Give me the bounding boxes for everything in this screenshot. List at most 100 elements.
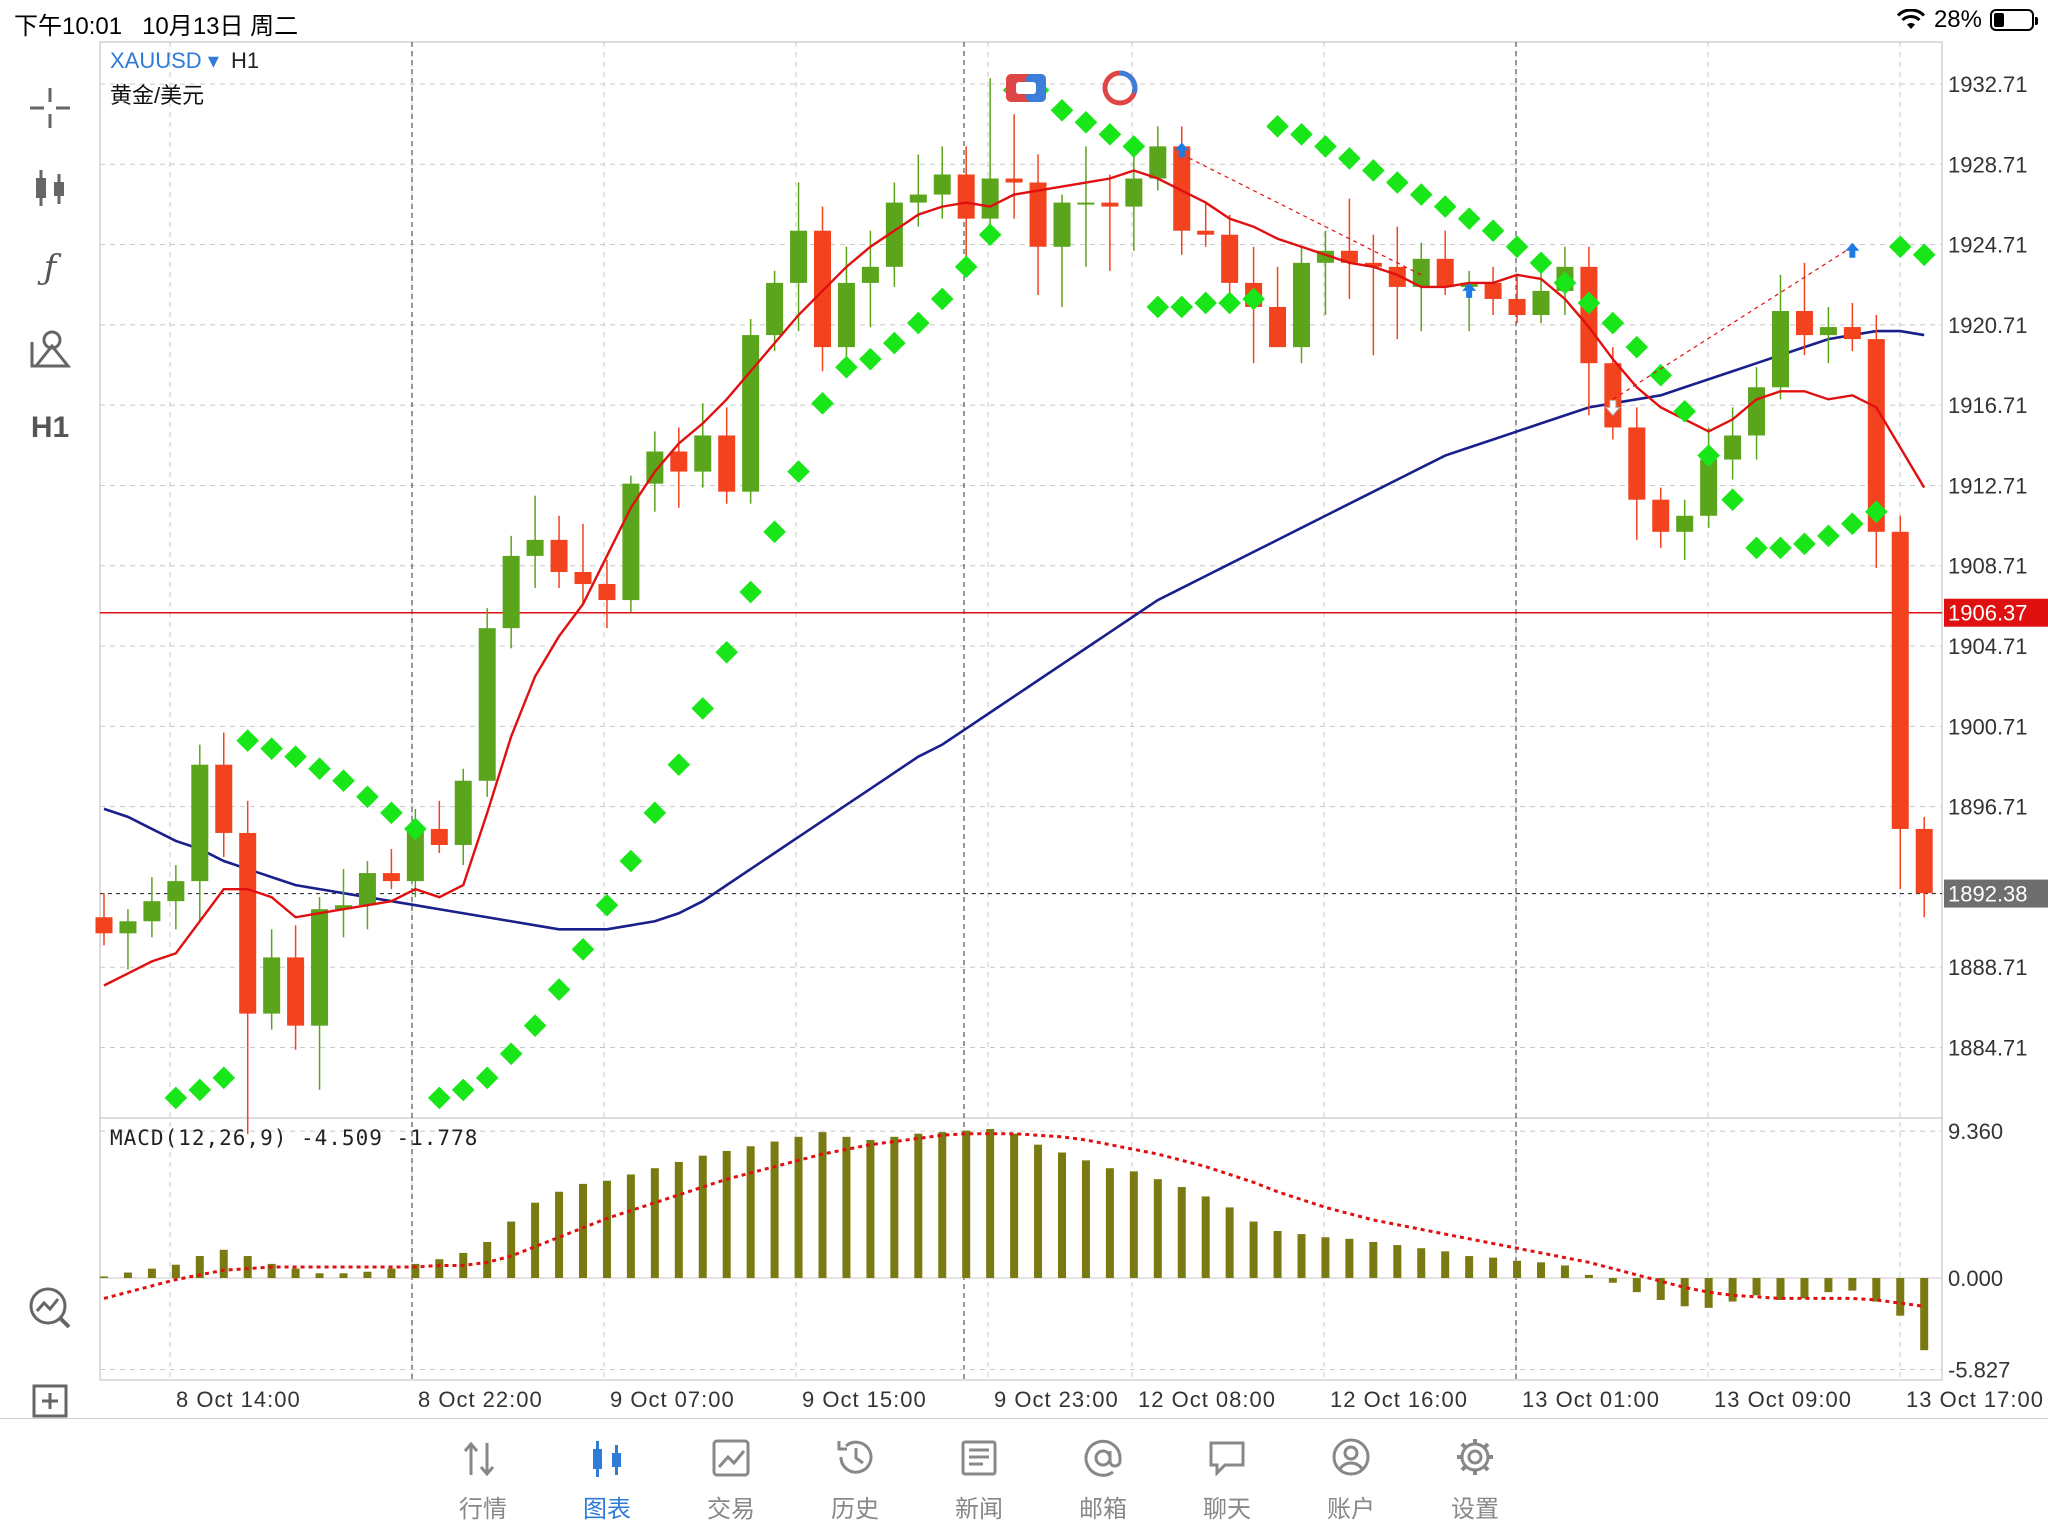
sar-point bbox=[811, 392, 834, 415]
macd-bar bbox=[483, 1241, 492, 1279]
candle-body bbox=[1891, 531, 1909, 829]
macd-bar bbox=[1393, 1245, 1402, 1279]
nav-item-4[interactable]: 新闻 bbox=[934, 1433, 1024, 1524]
sar-point bbox=[859, 347, 882, 371]
sar-point bbox=[1266, 114, 1289, 138]
candle-body bbox=[1388, 266, 1406, 287]
candle-body bbox=[167, 881, 185, 902]
macd-bar bbox=[1465, 1256, 1474, 1279]
sar-point bbox=[1074, 110, 1098, 134]
sar-point bbox=[1242, 287, 1265, 311]
macd-bar bbox=[1537, 1262, 1545, 1279]
candle bbox=[1053, 194, 1071, 307]
price-chart[interactable]: 1932.71 1928.71 1924.71 1920.71 1916.71 1912.… bbox=[0, 0, 2048, 1418]
nav-item-2[interactable]: 交易 bbox=[686, 1433, 776, 1524]
indicator-window-icon[interactable] bbox=[22, 1280, 78, 1336]
macd-bar bbox=[1177, 1187, 1186, 1279]
candle bbox=[1364, 234, 1382, 356]
candle-body bbox=[861, 266, 879, 283]
macd-bar bbox=[1489, 1257, 1498, 1279]
trade-connector bbox=[1612, 246, 1853, 400]
symbol-name[interactable]: XAUUSD bbox=[110, 48, 202, 73]
battery-fill bbox=[1994, 13, 2005, 27]
candle bbox=[358, 861, 376, 930]
time-label: 13 Oct 01:00 bbox=[1522, 1387, 1660, 1412]
nav-item-0[interactable]: 行情 bbox=[438, 1433, 528, 1524]
sar-point bbox=[1769, 536, 1792, 560]
chat-icon bbox=[1182, 1433, 1272, 1481]
macd-bar bbox=[1656, 1278, 1665, 1300]
candle bbox=[861, 230, 879, 328]
macd-bar bbox=[1369, 1241, 1378, 1279]
battery-percent: 28% bbox=[1933, 6, 1982, 33]
sar-point bbox=[475, 1066, 499, 1090]
candle bbox=[1843, 302, 1861, 352]
timeframe-button[interactable]: H1 bbox=[30, 411, 70, 444]
sar-point bbox=[1864, 500, 1888, 524]
add-window-icon[interactable] bbox=[22, 1372, 78, 1428]
candle bbox=[1891, 515, 1909, 890]
candle-body bbox=[837, 282, 855, 348]
candle bbox=[1580, 246, 1598, 416]
macd-bar bbox=[219, 1249, 228, 1279]
macd-bar bbox=[1273, 1230, 1282, 1279]
ma-fast-line bbox=[103, 169, 1926, 987]
price-tick-label: 1884.71 bbox=[1948, 1036, 2028, 1061]
indicators-icon[interactable]: ƒ bbox=[43, 248, 57, 288]
macd-bar bbox=[914, 1133, 923, 1279]
nav-item-5[interactable]: 邮箱 bbox=[1058, 1433, 1148, 1524]
candle-body bbox=[406, 828, 424, 882]
candle bbox=[239, 800, 257, 1135]
nav-item-6[interactable]: 聊天 bbox=[1182, 1433, 1272, 1524]
macd-tick-label: -5.827 bbox=[1948, 1357, 2010, 1382]
symbol-header[interactable]: XAUUSD ▾ H1 bbox=[110, 48, 259, 74]
nav-item-3[interactable]: 历史 bbox=[810, 1433, 900, 1524]
chart-frame bbox=[99, 41, 1943, 1381]
candle-body bbox=[550, 539, 568, 572]
sar-point bbox=[1194, 291, 1218, 315]
chart-type-icon[interactable] bbox=[22, 160, 78, 216]
macd-bar bbox=[1058, 1152, 1066, 1279]
candle-body bbox=[622, 483, 640, 601]
nav-label: 邮箱 bbox=[1079, 1496, 1127, 1523]
sar-point bbox=[1745, 536, 1768, 560]
nav-item-8[interactable]: 设置 bbox=[1430, 1433, 1520, 1524]
nav-item-1[interactable]: 图表 bbox=[562, 1433, 652, 1524]
macd-bar bbox=[339, 1273, 348, 1279]
sar-point bbox=[930, 287, 954, 311]
candle-body bbox=[1484, 282, 1502, 299]
macd-bar bbox=[387, 1268, 396, 1279]
price-tick-label: 1920.71 bbox=[1948, 313, 2028, 338]
sar-point bbox=[1888, 235, 1912, 259]
symbol-timeframe: H1 bbox=[230, 48, 260, 73]
nav-item-7[interactable]: 账户 bbox=[1306, 1433, 1396, 1524]
candle-body bbox=[766, 282, 784, 336]
symbol-dropdown-icon[interactable]: ▾ bbox=[207, 48, 219, 73]
candle bbox=[718, 407, 736, 504]
sar-point bbox=[260, 737, 283, 760]
sar-point bbox=[236, 729, 260, 752]
candle-body bbox=[1173, 146, 1191, 231]
macd-bar bbox=[722, 1150, 731, 1279]
sar-point bbox=[1050, 98, 1074, 122]
candle bbox=[430, 800, 448, 854]
candle-body bbox=[1221, 234, 1239, 283]
objects-icon[interactable] bbox=[22, 320, 78, 376]
crosshair-icon[interactable] bbox=[22, 80, 78, 136]
macd-bar bbox=[770, 1141, 779, 1279]
candle bbox=[1269, 266, 1287, 348]
macd-bar bbox=[1513, 1260, 1522, 1279]
candle-body bbox=[1843, 327, 1861, 340]
candle bbox=[1772, 274, 1789, 400]
macd-bar bbox=[1800, 1278, 1809, 1299]
candle-body bbox=[1580, 266, 1598, 364]
candle bbox=[957, 146, 975, 267]
candle bbox=[766, 270, 784, 352]
status-right: 28% bbox=[1896, 6, 2038, 34]
price-tick-label: 1900.71 bbox=[1948, 714, 2028, 739]
candle-body bbox=[1149, 146, 1167, 179]
candle bbox=[119, 909, 137, 970]
macd-bar bbox=[1081, 1160, 1090, 1279]
sar-point bbox=[1338, 147, 1361, 170]
candle bbox=[1125, 154, 1143, 251]
